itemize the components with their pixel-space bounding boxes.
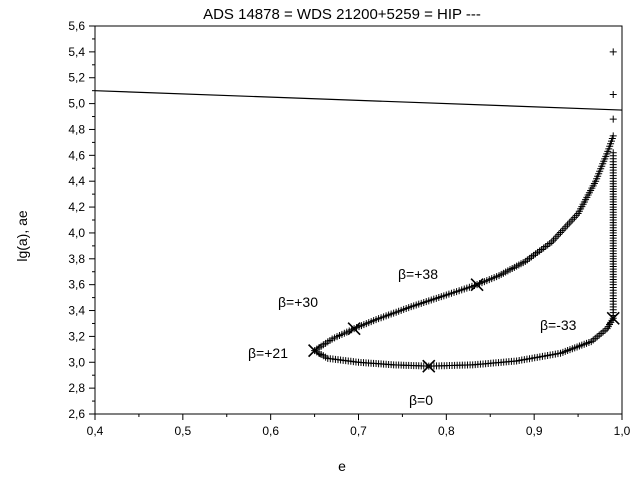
curve-point [572,211,580,219]
x-tick-label: 0,7 [350,424,367,438]
x-tick-label: 0,8 [438,424,455,438]
y-tick-label: 4,4 [68,174,85,188]
curve-point [553,232,561,240]
curve-point [569,215,577,223]
curve-point [557,229,565,237]
y-tick-label: 3,8 [68,252,85,266]
curve-point [609,48,617,56]
y-tick-label: 5,6 [68,19,85,33]
y-tick-label: 3,6 [68,278,85,292]
x-tick-label: 0,5 [174,424,191,438]
y-tick-label: 5,0 [68,97,85,111]
y-tick-label: 2,6 [68,407,85,421]
y-tick-label: 4,0 [68,226,85,240]
y-tick-label: 3,4 [68,304,85,318]
annotation-beta-30: β=+30 [278,294,318,310]
curve-point [567,217,575,225]
highlight-point [347,322,361,336]
y-tick-label: 5,4 [68,45,85,59]
curve-point [609,149,617,157]
highlight-point [470,278,484,292]
y-axis: 2,6 2,8 3,0 3,2 3,4 3,6 3,8 4,0 4,2 4,4 4,6 4,8 5,0 5… [68,19,95,421]
highlight-point [422,359,436,373]
curve-point [571,213,579,221]
curve-point [609,115,617,123]
annotation-beta-0: β=0 [409,392,433,408]
y-tick-label: 2,8 [68,381,85,395]
x-tick-label: 0,4 [87,424,104,438]
annotation-beta-minus-33: β=-33 [540,317,577,333]
y-axis-title: lg(a), ae [14,210,30,262]
curve-point [565,219,573,227]
curve-point [609,91,617,99]
annotation-beta-38: β=+38 [398,266,438,282]
curve-series [311,48,617,370]
curve-point [558,227,566,235]
highlight-point [606,311,620,325]
annotation-beta-21: β=+21 [248,345,288,361]
curve-point [560,225,568,233]
curve-point [555,230,563,238]
reference-line [94,90,623,111]
highlight-point [308,344,322,358]
curve-point [551,234,559,242]
x-tick-label: 1,0 [614,424,631,438]
x-tick-label: 0,9 [526,424,543,438]
curve-point [564,221,572,229]
y-tick-label: 3,0 [68,355,85,369]
x-tick-label: 0,6 [262,424,279,438]
highlight-points [308,278,620,373]
y-tick-label: 4,8 [68,122,85,136]
curve-point [562,223,570,231]
y-tick-label: 4,2 [68,200,85,214]
y-tick-label: 3,2 [68,329,85,343]
x-axis-title: e [338,458,346,474]
x-axis: 0,4 0,5 0,6 0,7 0,8 0,9 1,0 [87,414,631,438]
curve-point [549,236,557,244]
y-tick-label: 5,2 [68,71,85,85]
y-tick-label: 4,6 [68,148,85,162]
chart-title: ADS 14878 = WDS 21200+5259 = HIP --- [203,6,481,23]
